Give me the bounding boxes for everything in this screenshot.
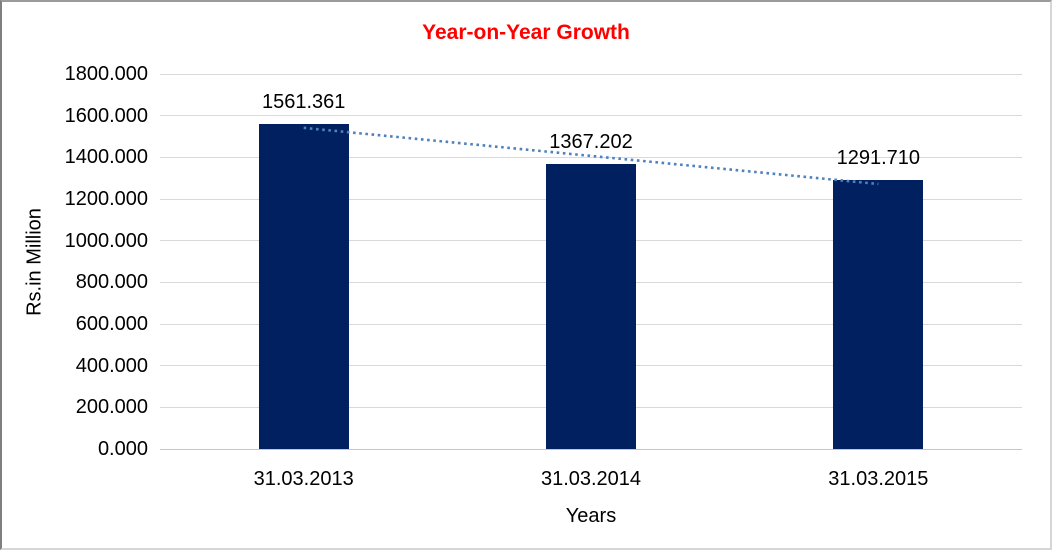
y-tick-label: 0.000	[97, 438, 148, 460]
bar-31.03.2014	[546, 164, 636, 449]
x-category-label: 31.03.2015	[828, 468, 929, 490]
y-tick-label: 800.000	[75, 271, 148, 294]
y-tick-label: 1800.000	[64, 63, 148, 85]
y-tick-label: 400.000	[75, 354, 148, 377]
x-category-label: 31.03.2013	[253, 468, 354, 490]
y-tick-label: 200.000	[75, 396, 148, 419]
bar-value-label: 1291.710	[836, 146, 921, 169]
y-tick-label: 1000.000	[64, 229, 148, 252]
y-axis-title: Rs.in Million	[23, 208, 46, 316]
y-tick-label: 1600.000	[64, 104, 148, 127]
y-tick-label: 1400.000	[64, 146, 148, 169]
x-category-label: 31.03.2014	[540, 468, 642, 490]
chart-title: Year-on-Year Growth	[422, 21, 630, 44]
y-tick-label: 1200.000	[64, 188, 148, 210]
y-tick-label: 600.000	[75, 313, 148, 335]
bar-31.03.2015	[833, 179, 924, 449]
bar-value-label: 1367.202	[549, 131, 633, 154]
gridline-y-0	[160, 448, 1022, 450]
bar-31.03.2013	[258, 123, 349, 449]
gridline-y-1600	[160, 115, 1022, 117]
x-axis-title: Years	[565, 505, 617, 527]
gridline-y-1800	[160, 73, 1022, 75]
bar-value-label: 1561.361	[261, 90, 346, 113]
